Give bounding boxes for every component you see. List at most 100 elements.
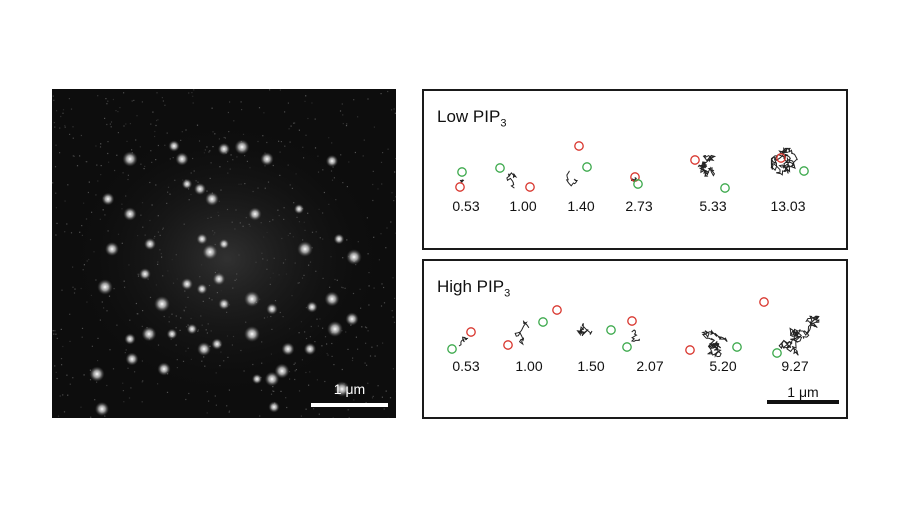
noise-speckle [391, 310, 393, 312]
noise-speckle [206, 146, 208, 148]
noise-speckle [223, 360, 225, 362]
noise-speckle [195, 180, 197, 182]
noise-speckle [117, 233, 120, 235]
noise-speckle [305, 408, 307, 410]
noise-speckle [330, 256, 332, 258]
noise-speckle [365, 402, 367, 404]
noise-speckle [380, 233, 382, 235]
noise-speckle [382, 342, 384, 344]
noise-speckle [70, 232, 73, 234]
noise-speckle [294, 370, 296, 372]
noise-speckle [229, 101, 231, 103]
noise-speckle [264, 187, 266, 190]
end-marker [720, 183, 730, 193]
noise-speckle [180, 317, 182, 319]
noise-speckle [157, 215, 159, 217]
noise-speckle [89, 239, 92, 241]
noise-speckle [373, 236, 375, 238]
noise-speckle [348, 417, 350, 418]
noise-speckle [232, 287, 234, 289]
noise-speckle [372, 183, 374, 186]
noise-speckle [180, 139, 182, 141]
noise-speckle [326, 352, 328, 355]
noise-speckle [217, 211, 219, 213]
noise-speckle [166, 202, 168, 204]
noise-speckle [234, 279, 236, 281]
trajectory-path [778, 315, 820, 356]
fluorescent-spot [157, 362, 171, 376]
start-marker [574, 141, 584, 151]
noise-speckle [288, 371, 291, 373]
noise-speckle [271, 328, 273, 330]
noise-speckle [361, 326, 363, 328]
noise-speckle [231, 221, 233, 223]
noise-speckle [293, 202, 295, 204]
noise-speckle [269, 89, 271, 91]
noise-speckle [90, 294, 92, 296]
noise-speckle [393, 321, 396, 323]
noise-speckle [69, 340, 71, 342]
fluorescent-spot [124, 333, 136, 345]
fluorescent-spot [141, 326, 157, 342]
noise-speckle [322, 169, 324, 171]
end-marker [495, 163, 505, 173]
noise-speckle [184, 290, 186, 292]
noise-speckle [164, 104, 166, 106]
trajectory-path [770, 146, 798, 176]
fluorescent-spot [94, 401, 110, 417]
noise-speckle [115, 110, 117, 112]
noise-speckle [385, 247, 387, 249]
noise-speckle [226, 335, 229, 337]
noise-speckle [163, 315, 165, 318]
low-pip3-trajectories [455, 141, 809, 193]
noise-speckle [150, 150, 152, 152]
noise-speckle [159, 234, 161, 236]
noise-speckle [288, 128, 290, 130]
noise-speckle [191, 92, 193, 94]
noise-speckle [220, 189, 222, 191]
noise-speckle [143, 168, 145, 170]
fluorescent-spot [89, 366, 105, 382]
noise-speckle [311, 102, 313, 104]
noise-speckle [377, 188, 379, 190]
noise-speckle [141, 202, 144, 204]
noise-speckle [154, 135, 156, 138]
noise-speckle [232, 335, 235, 338]
noise-speckle [56, 377, 58, 380]
noise-speckle [270, 315, 272, 318]
fluorescent-spot [97, 279, 113, 295]
end-marker [538, 317, 548, 327]
noise-speckle [373, 287, 375, 289]
noise-speckle [197, 181, 199, 183]
noise-speckle [244, 183, 246, 185]
noise-speckle [128, 397, 131, 399]
noise-speckle [314, 118, 316, 120]
trajectory-path [458, 336, 469, 347]
noise-speckle [95, 279, 97, 281]
noise-speckle [155, 284, 157, 286]
noise-speckle [324, 380, 326, 383]
noise-speckle [107, 152, 109, 155]
noise-speckle [392, 277, 394, 279]
noise-speckle [369, 355, 372, 357]
noise-speckle [235, 209, 237, 211]
noise-speckle [83, 264, 85, 266]
noise-speckle [331, 142, 333, 144]
noise-speckle [53, 122, 55, 124]
noise-speckle [305, 307, 307, 309]
noise-speckle [53, 333, 55, 335]
noise-speckle [63, 411, 66, 413]
noise-speckle [208, 400, 210, 402]
noise-speckle [197, 330, 199, 332]
noise-speckle [261, 252, 263, 254]
noise-speckle [230, 154, 232, 156]
noise-speckle [61, 364, 63, 366]
noise-speckle [55, 234, 57, 236]
noise-speckle [364, 326, 367, 328]
noise-speckle [154, 130, 156, 133]
noise-speckle [305, 134, 307, 136]
noise-speckle [168, 316, 170, 318]
noise-speckle [223, 136, 225, 139]
noise-speckle [266, 316, 268, 318]
noise-speckle [236, 156, 238, 158]
